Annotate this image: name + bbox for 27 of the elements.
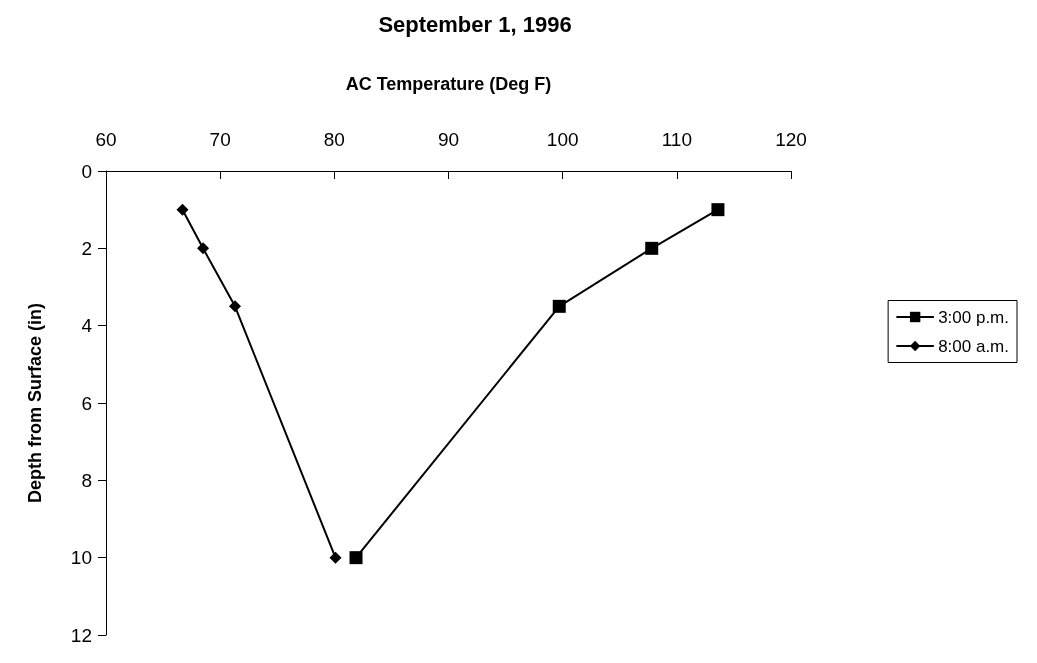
y-tick-label: 0 [81, 160, 92, 182]
point [329, 551, 342, 564]
y-tick-label: 12 [70, 624, 92, 646]
x-tick-label: 70 [209, 129, 231, 150]
legend-label: 3:00 p.m. [938, 307, 1009, 327]
x-axis-title: AC Temperature (Deg F) [345, 74, 552, 94]
y-tick-label: 6 [81, 392, 92, 414]
x-tick-label: 100 [546, 129, 579, 150]
y-axis-title: Depth from Surface (in) [25, 302, 45, 504]
point [552, 299, 566, 313]
x-tick-label: 60 [95, 129, 117, 150]
y-tick-label: 10 [70, 547, 92, 569]
y-tick-label: 4 [81, 315, 93, 337]
x-tick-label: 90 [437, 129, 460, 150]
x-tick-label: 110 [661, 129, 692, 150]
chart-title: September 1, 1996 [378, 11, 572, 37]
point [349, 551, 363, 565]
y-tick-label: 8 [81, 469, 92, 491]
point [176, 203, 189, 216]
x-tick-label: 120 [775, 129, 807, 150]
point [197, 242, 210, 255]
x-tick-label: 80 [323, 129, 345, 150]
point [229, 300, 242, 313]
legend-label: 8:00 a.m. [938, 336, 1009, 356]
y-tick-label: 2 [81, 237, 92, 259]
point [711, 203, 725, 217]
point [645, 241, 659, 255]
